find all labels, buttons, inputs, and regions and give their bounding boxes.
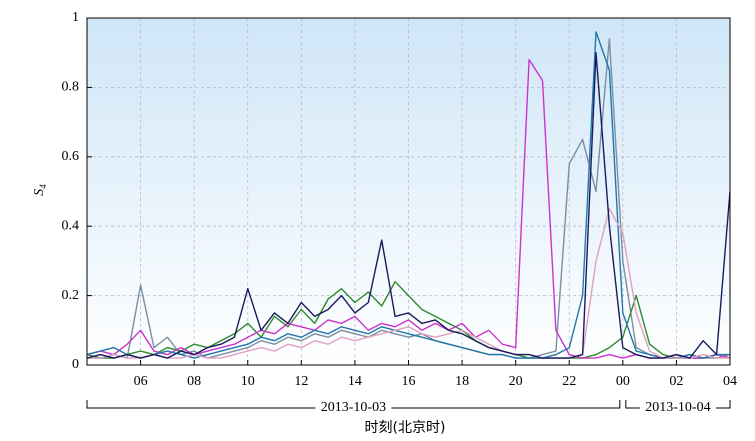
y-axis-label-subscript: 4 bbox=[38, 184, 48, 189]
x-tick-label: 20 bbox=[509, 374, 523, 389]
x-tick-label: 16 bbox=[402, 374, 416, 389]
x-tick-label: 04 bbox=[723, 374, 737, 389]
data-line bbox=[87, 38, 731, 359]
data-line bbox=[86, 281, 731, 359]
x-tick-label: 18 bbox=[455, 374, 469, 389]
x-tick-label: 12 bbox=[294, 374, 308, 389]
y-axis-label: S4 bbox=[32, 184, 48, 196]
x-tick-label: 22 bbox=[562, 374, 576, 389]
y-axis-label-main: S bbox=[32, 189, 47, 196]
x-axis-label: 时刻(北京时) bbox=[365, 420, 446, 436]
x-tick-label: 00 bbox=[616, 374, 630, 389]
y-tick-label: 0.8 bbox=[62, 80, 80, 95]
y-tick-label: 0.6 bbox=[62, 149, 80, 164]
data-line bbox=[86, 31, 730, 359]
x-tick-label: 06 bbox=[134, 374, 148, 389]
x-tick-label: 02 bbox=[669, 374, 683, 389]
y-tick-label: 0.4 bbox=[62, 218, 80, 233]
data-line bbox=[86, 52, 731, 359]
x-tick-label: 08 bbox=[187, 374, 201, 389]
y-tick-label: 0.2 bbox=[62, 288, 80, 303]
date-label-bg bbox=[315, 400, 392, 416]
y-tick-label: 1 bbox=[72, 10, 79, 25]
x-tick-label: 10 bbox=[241, 374, 255, 389]
y-tick-label: 0 bbox=[72, 357, 79, 372]
x-tick-label: 14 bbox=[348, 374, 362, 389]
date-label: 2013-10-04 bbox=[645, 400, 710, 415]
date-label-bg bbox=[639, 400, 716, 416]
date-label: 2013-10-03 bbox=[321, 400, 386, 415]
